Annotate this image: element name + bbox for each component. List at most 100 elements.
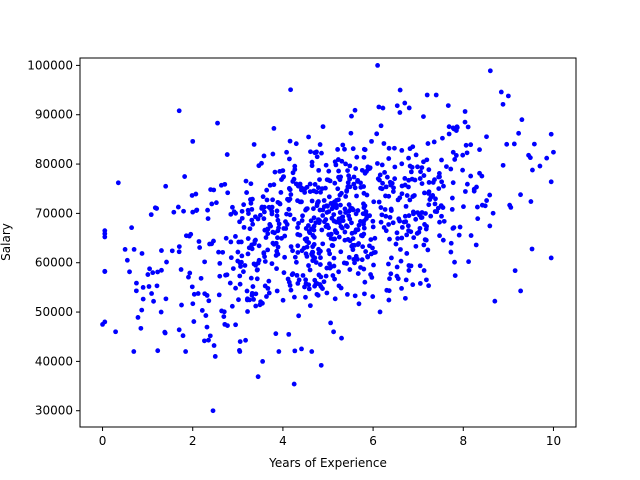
data-point: [355, 179, 360, 184]
data-point: [292, 348, 298, 354]
data-point: [551, 149, 556, 155]
data-point: [307, 181, 313, 187]
data-point: [245, 296, 250, 302]
data-point: [331, 218, 337, 224]
data-point: [444, 164, 449, 170]
data-point: [268, 223, 274, 229]
data-point: [181, 208, 186, 214]
data-point: [406, 155, 411, 161]
data-point: [145, 272, 151, 277]
data-point: [306, 286, 312, 292]
data-point: [403, 219, 409, 225]
data-point: [383, 193, 388, 199]
data-point: [430, 193, 436, 198]
data-point: [381, 141, 387, 146]
data-point: [193, 191, 199, 197]
data-point: [415, 164, 420, 170]
data-point: [314, 154, 320, 160]
data-point: [516, 130, 522, 136]
data-point: [468, 173, 474, 179]
data-point: [328, 264, 334, 270]
data-point: [436, 186, 442, 192]
data-point: [418, 169, 423, 175]
data-point: [321, 279, 327, 285]
data-point: [330, 236, 336, 242]
data-point: [344, 189, 350, 194]
data-point: [228, 211, 234, 217]
data-point: [381, 225, 387, 230]
data-point: [337, 220, 342, 226]
data-point: [474, 184, 479, 190]
data-point: [248, 181, 254, 187]
data-point: [340, 142, 346, 148]
data-point: [404, 193, 410, 198]
data-point: [139, 251, 145, 256]
data-point: [241, 224, 247, 230]
data-point: [424, 92, 430, 98]
data-point: [255, 216, 261, 222]
data-point: [293, 259, 299, 265]
data-point: [307, 303, 313, 309]
data-point: [280, 297, 286, 303]
data-point: [312, 182, 318, 187]
data-point: [306, 282, 312, 288]
data-point: [275, 217, 281, 223]
data-point: [295, 232, 301, 237]
data-point: [326, 168, 332, 174]
data-point: [376, 104, 382, 110]
data-point: [261, 216, 267, 222]
data-point: [191, 291, 197, 297]
data-point: [245, 309, 250, 314]
data-point: [281, 270, 287, 276]
data-point: [274, 208, 280, 214]
data-point: [273, 253, 279, 258]
data-point: [437, 233, 442, 239]
data-point: [303, 277, 309, 283]
data-point: [248, 197, 253, 202]
y-tick-label: 50000: [35, 305, 73, 319]
data-point: [246, 211, 251, 216]
data-point: [367, 165, 373, 171]
data-point: [134, 280, 139, 286]
data-point: [313, 189, 319, 195]
data-point: [315, 292, 321, 298]
data-point: [308, 218, 314, 224]
data-point: [198, 275, 204, 281]
data-point: [500, 162, 506, 168]
data-point: [300, 213, 305, 219]
data-point: [227, 280, 233, 286]
data-point: [375, 161, 380, 166]
data-point: [155, 269, 161, 275]
data-point: [147, 266, 152, 272]
data-point: [508, 205, 514, 210]
data-point: [317, 262, 323, 267]
data-point: [397, 87, 403, 93]
data-point: [180, 333, 186, 339]
data-point: [384, 174, 390, 180]
data-point: [189, 284, 195, 290]
data-point: [219, 308, 225, 314]
data-point: [390, 189, 396, 194]
data-point: [129, 225, 135, 231]
data-point: [256, 163, 262, 169]
data-point: [537, 163, 543, 169]
data-point: [329, 243, 335, 248]
data-point: [421, 114, 426, 120]
data-point: [350, 236, 356, 241]
data-point: [237, 273, 243, 279]
data-point: [127, 269, 132, 275]
data-point: [264, 294, 269, 299]
data-point: [386, 261, 391, 267]
data-point: [463, 142, 469, 148]
data-point: [282, 254, 288, 260]
data-point: [340, 214, 346, 220]
data-point: [354, 154, 360, 160]
data-point: [274, 213, 280, 219]
data-point: [380, 105, 386, 111]
data-point: [100, 321, 105, 327]
data-point: [528, 199, 534, 204]
data-point: [408, 263, 414, 269]
data-point: [307, 230, 313, 236]
data-point: [228, 255, 234, 261]
data-point: [266, 204, 272, 210]
